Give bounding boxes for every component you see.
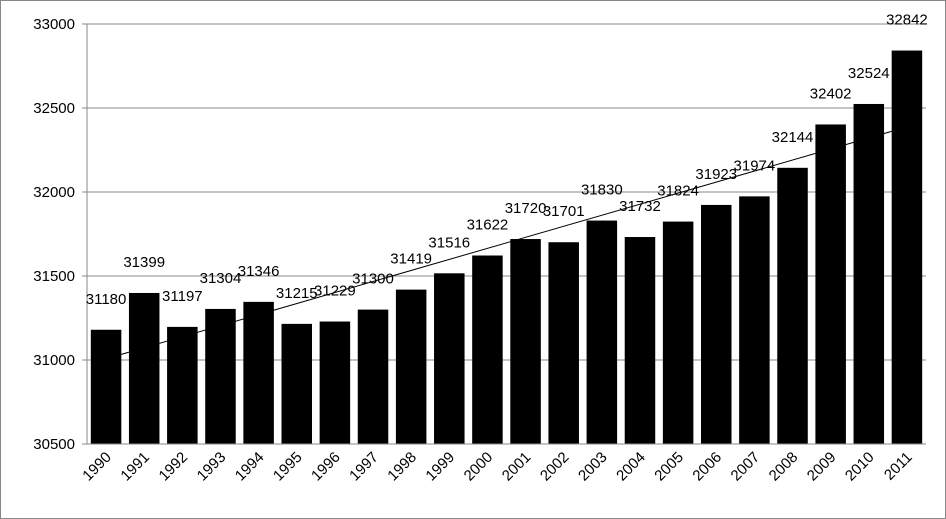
bar bbox=[434, 273, 465, 444]
data-label: 31720 bbox=[505, 200, 547, 217]
bar bbox=[205, 308, 236, 444]
data-label: 31830 bbox=[581, 182, 623, 199]
bar bbox=[853, 103, 885, 444]
data-label: 31732 bbox=[619, 198, 661, 215]
data-label: 31701 bbox=[543, 203, 585, 220]
data-label: 31516 bbox=[428, 234, 470, 251]
y-tick-label: 31500 bbox=[33, 268, 75, 285]
bar bbox=[624, 237, 656, 444]
data-label: 31304 bbox=[200, 270, 242, 287]
bar bbox=[167, 326, 198, 444]
bar bbox=[548, 242, 579, 444]
data-label: 32402 bbox=[810, 85, 852, 102]
bar bbox=[395, 289, 427, 444]
data-label: 31399 bbox=[123, 254, 165, 271]
bar bbox=[700, 204, 732, 444]
data-label: 31346 bbox=[238, 263, 280, 280]
bar bbox=[472, 255, 503, 444]
data-label: 31923 bbox=[695, 166, 737, 183]
data-label: 32842 bbox=[886, 12, 928, 29]
y-tick-label: 32500 bbox=[33, 100, 75, 117]
data-label: 31824 bbox=[657, 183, 699, 200]
bar bbox=[90, 329, 122, 444]
data-label: 31180 bbox=[86, 291, 127, 308]
bar bbox=[243, 301, 274, 444]
bar bbox=[128, 292, 160, 444]
y-tick-label: 31000 bbox=[33, 352, 75, 369]
bar bbox=[739, 196, 770, 444]
data-label: 31215 bbox=[276, 285, 318, 302]
y-tick-label: 32000 bbox=[33, 184, 75, 201]
y-tick-label: 33000 bbox=[33, 16, 75, 33]
data-label: 31974 bbox=[734, 157, 776, 174]
bar bbox=[777, 167, 808, 445]
bar bbox=[662, 221, 694, 444]
y-tick-label: 30500 bbox=[33, 436, 75, 453]
bar bbox=[815, 124, 846, 445]
data-label: 32144 bbox=[772, 129, 814, 146]
bar bbox=[357, 309, 389, 444]
data-label: 31419 bbox=[390, 251, 432, 268]
data-label: 31197 bbox=[162, 288, 203, 305]
bar bbox=[281, 323, 313, 444]
bar bbox=[586, 220, 618, 444]
bar bbox=[891, 50, 923, 444]
trend-line bbox=[105, 126, 908, 360]
data-label: 31300 bbox=[352, 271, 394, 288]
data-label: 32524 bbox=[848, 65, 890, 82]
data-label: 31622 bbox=[467, 217, 509, 234]
bar bbox=[510, 239, 541, 444]
bar bbox=[319, 321, 351, 444]
